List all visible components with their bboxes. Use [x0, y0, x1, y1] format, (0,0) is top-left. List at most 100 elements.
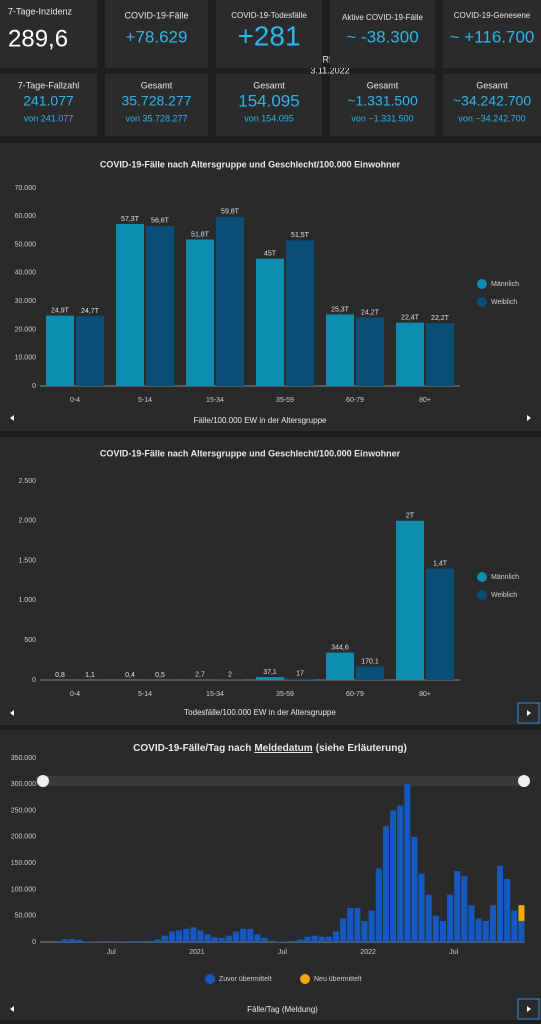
- bar: [254, 934, 261, 942]
- bar: [482, 920, 489, 942]
- legend-label: Weiblich: [491, 592, 517, 599]
- tile-label: Gesamt: [476, 80, 508, 90]
- bar: [411, 836, 418, 942]
- tile: [105, 0, 208, 68]
- bar: [518, 920, 525, 942]
- date: 3.11.2022: [310, 65, 349, 75]
- bar: [168, 931, 175, 942]
- bar: [256, 677, 284, 680]
- bar: [275, 941, 282, 942]
- bar: [489, 905, 496, 942]
- bar: [390, 810, 397, 942]
- bar: [347, 907, 354, 942]
- bar: [286, 678, 314, 680]
- tile: [0, 74, 97, 136]
- tile-value: 35.728.277: [121, 93, 191, 109]
- value-label: 25,3T: [331, 306, 350, 313]
- value-label: 56,6T: [151, 218, 170, 225]
- nav-right-box[interactable]: [517, 702, 540, 724]
- tile-label: 7-Tage-Inzidenz: [8, 6, 73, 16]
- tile: [216, 74, 322, 136]
- title-part: (siehe Erläuterung): [316, 743, 407, 754]
- value-label: 45T: [264, 251, 277, 258]
- y-tick-label: 0: [32, 383, 36, 390]
- x-tick-label: 5-14: [138, 691, 152, 698]
- panel: [0, 437, 541, 725]
- nav-right[interactable]: [527, 710, 531, 716]
- bar: [140, 941, 147, 942]
- range-slider[interactable]: [36, 776, 525, 786]
- bar: [176, 930, 183, 942]
- bar: [76, 316, 104, 386]
- bar: [216, 216, 244, 386]
- value-label: 0,8: [55, 672, 65, 679]
- bar: [468, 905, 475, 942]
- chart-title: COVID-19-Fälle nach Altersgruppe und Ges…: [100, 159, 401, 169]
- nav-right[interactable]: [527, 415, 531, 421]
- bar: [340, 918, 347, 942]
- tile-value: ~ -38.300: [346, 27, 418, 46]
- bar: [256, 258, 284, 386]
- tile: [105, 74, 208, 136]
- bar: [190, 927, 197, 942]
- value-label: 24,7T: [81, 308, 100, 315]
- value-label: 0,5: [155, 672, 165, 679]
- value-label: 22,4T: [401, 314, 420, 321]
- tile-value: 241.077: [23, 93, 74, 109]
- x-axis-label: Todesfälle/100.000 EW in der Altersgrupp…: [184, 708, 336, 717]
- y-tick-label: 40.000: [15, 270, 37, 277]
- tile-sub: von ~1.331.500: [351, 113, 413, 123]
- slider-handle[interactable]: [37, 775, 49, 787]
- x-tick-label: Jul: [107, 949, 116, 956]
- tile-label: COVID-19-Todesfälle: [231, 11, 307, 20]
- bar: [426, 568, 454, 680]
- tile-label: Gesamt: [253, 80, 285, 90]
- bar: [326, 314, 354, 386]
- bar: [54, 940, 61, 942]
- bar: [211, 937, 218, 942]
- bar: [326, 652, 354, 680]
- tile-label: 7-Tage-Fallzahl: [18, 80, 80, 90]
- tile-value: ~1.331.500: [347, 93, 418, 109]
- legend-label: Zuvor übermittelt: [219, 976, 272, 983]
- x-tick-label: 15-34: [206, 397, 224, 404]
- title-link[interactable]: Meldedatum: [254, 743, 312, 754]
- slider-handle[interactable]: [518, 775, 530, 787]
- bar: [133, 941, 140, 942]
- y-tick-label: 20.000: [15, 326, 37, 333]
- x-tick-label: 80+: [419, 397, 431, 404]
- y-tick-label: 200.000: [11, 834, 36, 841]
- value-label: 2: [228, 672, 232, 679]
- value-label: 59,8T: [221, 209, 240, 216]
- bar: [461, 876, 468, 942]
- x-tick-label: 2022: [360, 949, 376, 956]
- legend-label: Männlich: [491, 574, 519, 581]
- tile: [330, 74, 435, 136]
- bar: [396, 322, 424, 386]
- y-tick-label: 500: [24, 637, 36, 644]
- bar: [454, 871, 461, 942]
- bar: [197, 930, 204, 942]
- legend-label: Weiblich: [491, 299, 517, 306]
- bar: [332, 931, 340, 942]
- bar: [290, 940, 297, 942]
- x-tick-label: 0-4: [70, 397, 80, 404]
- y-tick-label: 100.000: [11, 886, 36, 893]
- nav-left[interactable]: [10, 710, 14, 716]
- nav-left[interactable]: [10, 415, 14, 421]
- x-axis-label: Fälle/100.000 EW in der Altersgruppe: [194, 416, 328, 425]
- legend-swatch: [300, 974, 310, 984]
- legend-swatch: [477, 279, 487, 289]
- nav-right-box[interactable]: [517, 998, 540, 1020]
- bar: [283, 941, 290, 942]
- nav-right[interactable]: [527, 1006, 531, 1012]
- bar: [318, 936, 325, 942]
- bar: [46, 315, 74, 386]
- bar: [396, 520, 424, 680]
- bar: [325, 936, 332, 942]
- nav-left[interactable]: [10, 1006, 14, 1012]
- value-label: 22,2T: [431, 315, 450, 322]
- x-axis-label: Fälle/Tag (Meldung): [247, 1005, 318, 1014]
- bar: [426, 323, 454, 386]
